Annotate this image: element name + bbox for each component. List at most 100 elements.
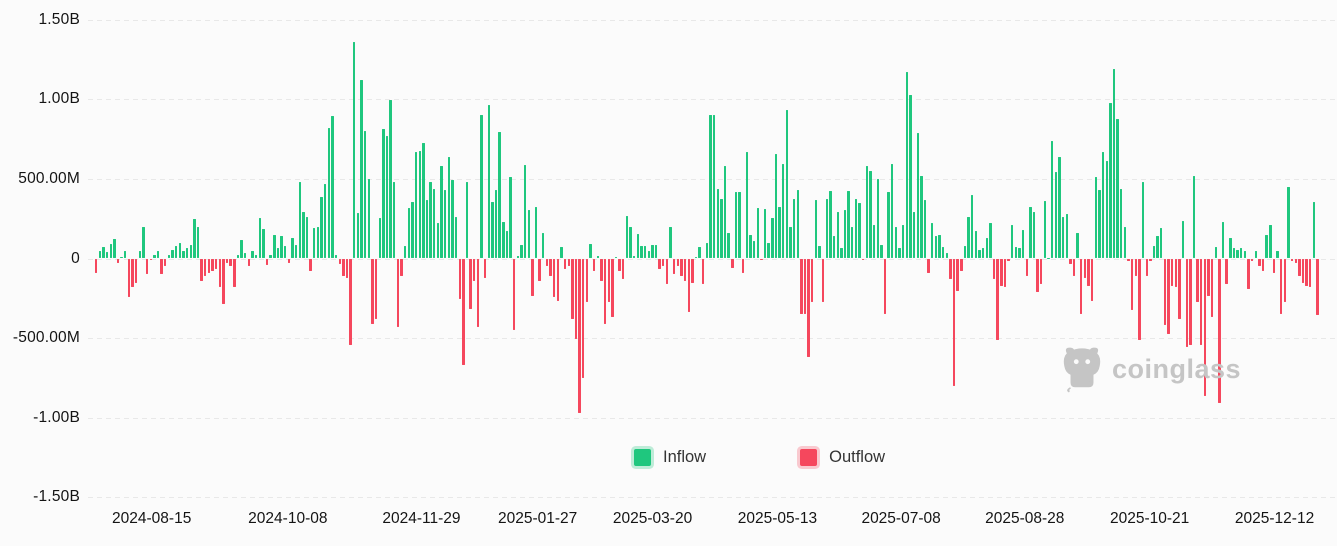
flow-bar[interactable] bbox=[531, 258, 534, 296]
flow-bar[interactable] bbox=[931, 223, 934, 259]
flow-bar[interactable] bbox=[1276, 251, 1279, 259]
flow-bar[interactable] bbox=[1312, 202, 1316, 259]
flow-bar[interactable] bbox=[214, 258, 218, 270]
flow-bar[interactable] bbox=[1138, 258, 1141, 341]
flow-bar[interactable] bbox=[1287, 186, 1290, 259]
flow-bar[interactable] bbox=[109, 244, 112, 259]
flow-bar[interactable] bbox=[207, 258, 211, 273]
flow-bar[interactable] bbox=[789, 226, 792, 259]
flow-bar[interactable] bbox=[251, 251, 254, 259]
flow-bar[interactable] bbox=[807, 258, 810, 357]
flow-bar[interactable] bbox=[829, 191, 832, 259]
flow-bar[interactable] bbox=[825, 198, 829, 259]
flow-bar[interactable] bbox=[1011, 224, 1014, 259]
flow-bar[interactable] bbox=[1003, 258, 1007, 288]
flow-bar[interactable] bbox=[385, 136, 389, 259]
flow-bar[interactable] bbox=[952, 258, 956, 387]
flow-bar[interactable] bbox=[869, 170, 872, 259]
flow-bar[interactable] bbox=[1225, 258, 1228, 285]
flow-bar[interactable] bbox=[702, 258, 705, 285]
flow-bar[interactable] bbox=[742, 258, 745, 273]
flow-bar[interactable] bbox=[916, 132, 919, 259]
flow-bar[interactable] bbox=[585, 258, 589, 303]
flow-bar[interactable] bbox=[603, 258, 607, 324]
flow-bar[interactable] bbox=[909, 94, 912, 259]
flow-bar[interactable] bbox=[1058, 157, 1061, 259]
flow-bar[interactable] bbox=[651, 244, 654, 259]
flow-bar[interactable] bbox=[1149, 258, 1152, 262]
flow-bar[interactable] bbox=[1210, 258, 1214, 317]
flow-bar[interactable] bbox=[204, 258, 207, 276]
flow-bar[interactable] bbox=[596, 256, 600, 259]
flow-bar[interactable] bbox=[429, 182, 432, 259]
flow-bar[interactable] bbox=[1214, 247, 1217, 259]
flow-bar[interactable] bbox=[156, 251, 160, 259]
flow-bar[interactable] bbox=[861, 258, 865, 261]
flow-bar[interactable] bbox=[371, 258, 374, 324]
flow-bar[interactable] bbox=[1043, 201, 1047, 259]
flow-bar[interactable] bbox=[571, 258, 574, 319]
flow-bar[interactable] bbox=[800, 258, 803, 314]
flow-bar[interactable] bbox=[309, 258, 312, 272]
flow-bar[interactable] bbox=[1247, 258, 1250, 290]
flow-bar[interactable] bbox=[164, 258, 167, 267]
flow-bar[interactable] bbox=[822, 258, 825, 303]
flow-bar[interactable] bbox=[244, 252, 247, 259]
flow-bar[interactable] bbox=[1160, 227, 1163, 259]
flow-bar[interactable] bbox=[447, 157, 450, 259]
flow-bar[interactable] bbox=[611, 258, 614, 317]
flow-bar[interactable] bbox=[171, 249, 174, 259]
flow-bar[interactable] bbox=[287, 258, 291, 264]
flow-bar[interactable] bbox=[767, 243, 770, 259]
flow-bar[interactable] bbox=[600, 258, 603, 281]
flow-bar[interactable] bbox=[185, 248, 189, 259]
flow-bar[interactable] bbox=[880, 244, 883, 259]
flow-bar[interactable] bbox=[1163, 258, 1167, 326]
flow-bar[interactable] bbox=[1040, 258, 1043, 285]
flow-bar[interactable] bbox=[738, 192, 741, 259]
flow-bar[interactable] bbox=[607, 258, 610, 303]
flow-bar[interactable] bbox=[1083, 258, 1087, 278]
flow-bar[interactable] bbox=[131, 258, 134, 288]
flow-bar[interactable] bbox=[978, 249, 981, 259]
flow-bar[interactable] bbox=[694, 257, 698, 259]
flow-bar[interactable] bbox=[305, 216, 309, 259]
flow-bar[interactable] bbox=[1032, 211, 1036, 259]
flow-bar[interactable] bbox=[923, 200, 927, 259]
flow-bar[interactable] bbox=[582, 258, 585, 378]
flow-bar[interactable] bbox=[1080, 258, 1083, 314]
flow-bar[interactable] bbox=[113, 238, 116, 259]
flow-bar[interactable] bbox=[334, 254, 338, 259]
flow-bar[interactable] bbox=[182, 251, 185, 259]
flow-bar[interactable] bbox=[1229, 238, 1232, 259]
flow-bar[interactable] bbox=[956, 258, 959, 291]
flow-bar[interactable] bbox=[95, 258, 98, 273]
flow-bar[interactable] bbox=[734, 192, 738, 259]
flow-bar[interactable] bbox=[676, 258, 679, 267]
flow-bar[interactable] bbox=[178, 243, 181, 259]
flow-bar[interactable] bbox=[1240, 248, 1243, 259]
flow-bar[interactable] bbox=[276, 248, 280, 259]
flow-bar[interactable] bbox=[414, 152, 418, 259]
flow-bar[interactable] bbox=[1014, 247, 1018, 259]
flow-bar[interactable] bbox=[1185, 258, 1188, 347]
flow-bar[interactable] bbox=[865, 165, 868, 259]
flow-bar[interactable] bbox=[1309, 258, 1312, 288]
flow-bar[interactable] bbox=[458, 258, 461, 300]
flow-bar[interactable] bbox=[345, 258, 349, 278]
flow-bar[interactable] bbox=[502, 221, 505, 259]
flow-bar[interactable] bbox=[811, 258, 814, 303]
flow-bar[interactable] bbox=[960, 258, 963, 272]
flow-bar[interactable] bbox=[1178, 258, 1181, 319]
flow-bar[interactable] bbox=[1152, 246, 1156, 259]
flow-bar[interactable] bbox=[483, 258, 487, 278]
flow-bar[interactable] bbox=[894, 226, 898, 259]
flow-bar[interactable] bbox=[396, 258, 400, 328]
flow-bar[interactable] bbox=[629, 226, 632, 259]
flow-bar[interactable] bbox=[872, 224, 876, 259]
flow-bar[interactable] bbox=[858, 202, 861, 259]
flow-bar[interactable] bbox=[211, 258, 214, 272]
flow-bar[interactable] bbox=[542, 233, 545, 259]
flow-bar[interactable] bbox=[632, 256, 636, 259]
flow-bar[interactable] bbox=[1261, 258, 1265, 272]
